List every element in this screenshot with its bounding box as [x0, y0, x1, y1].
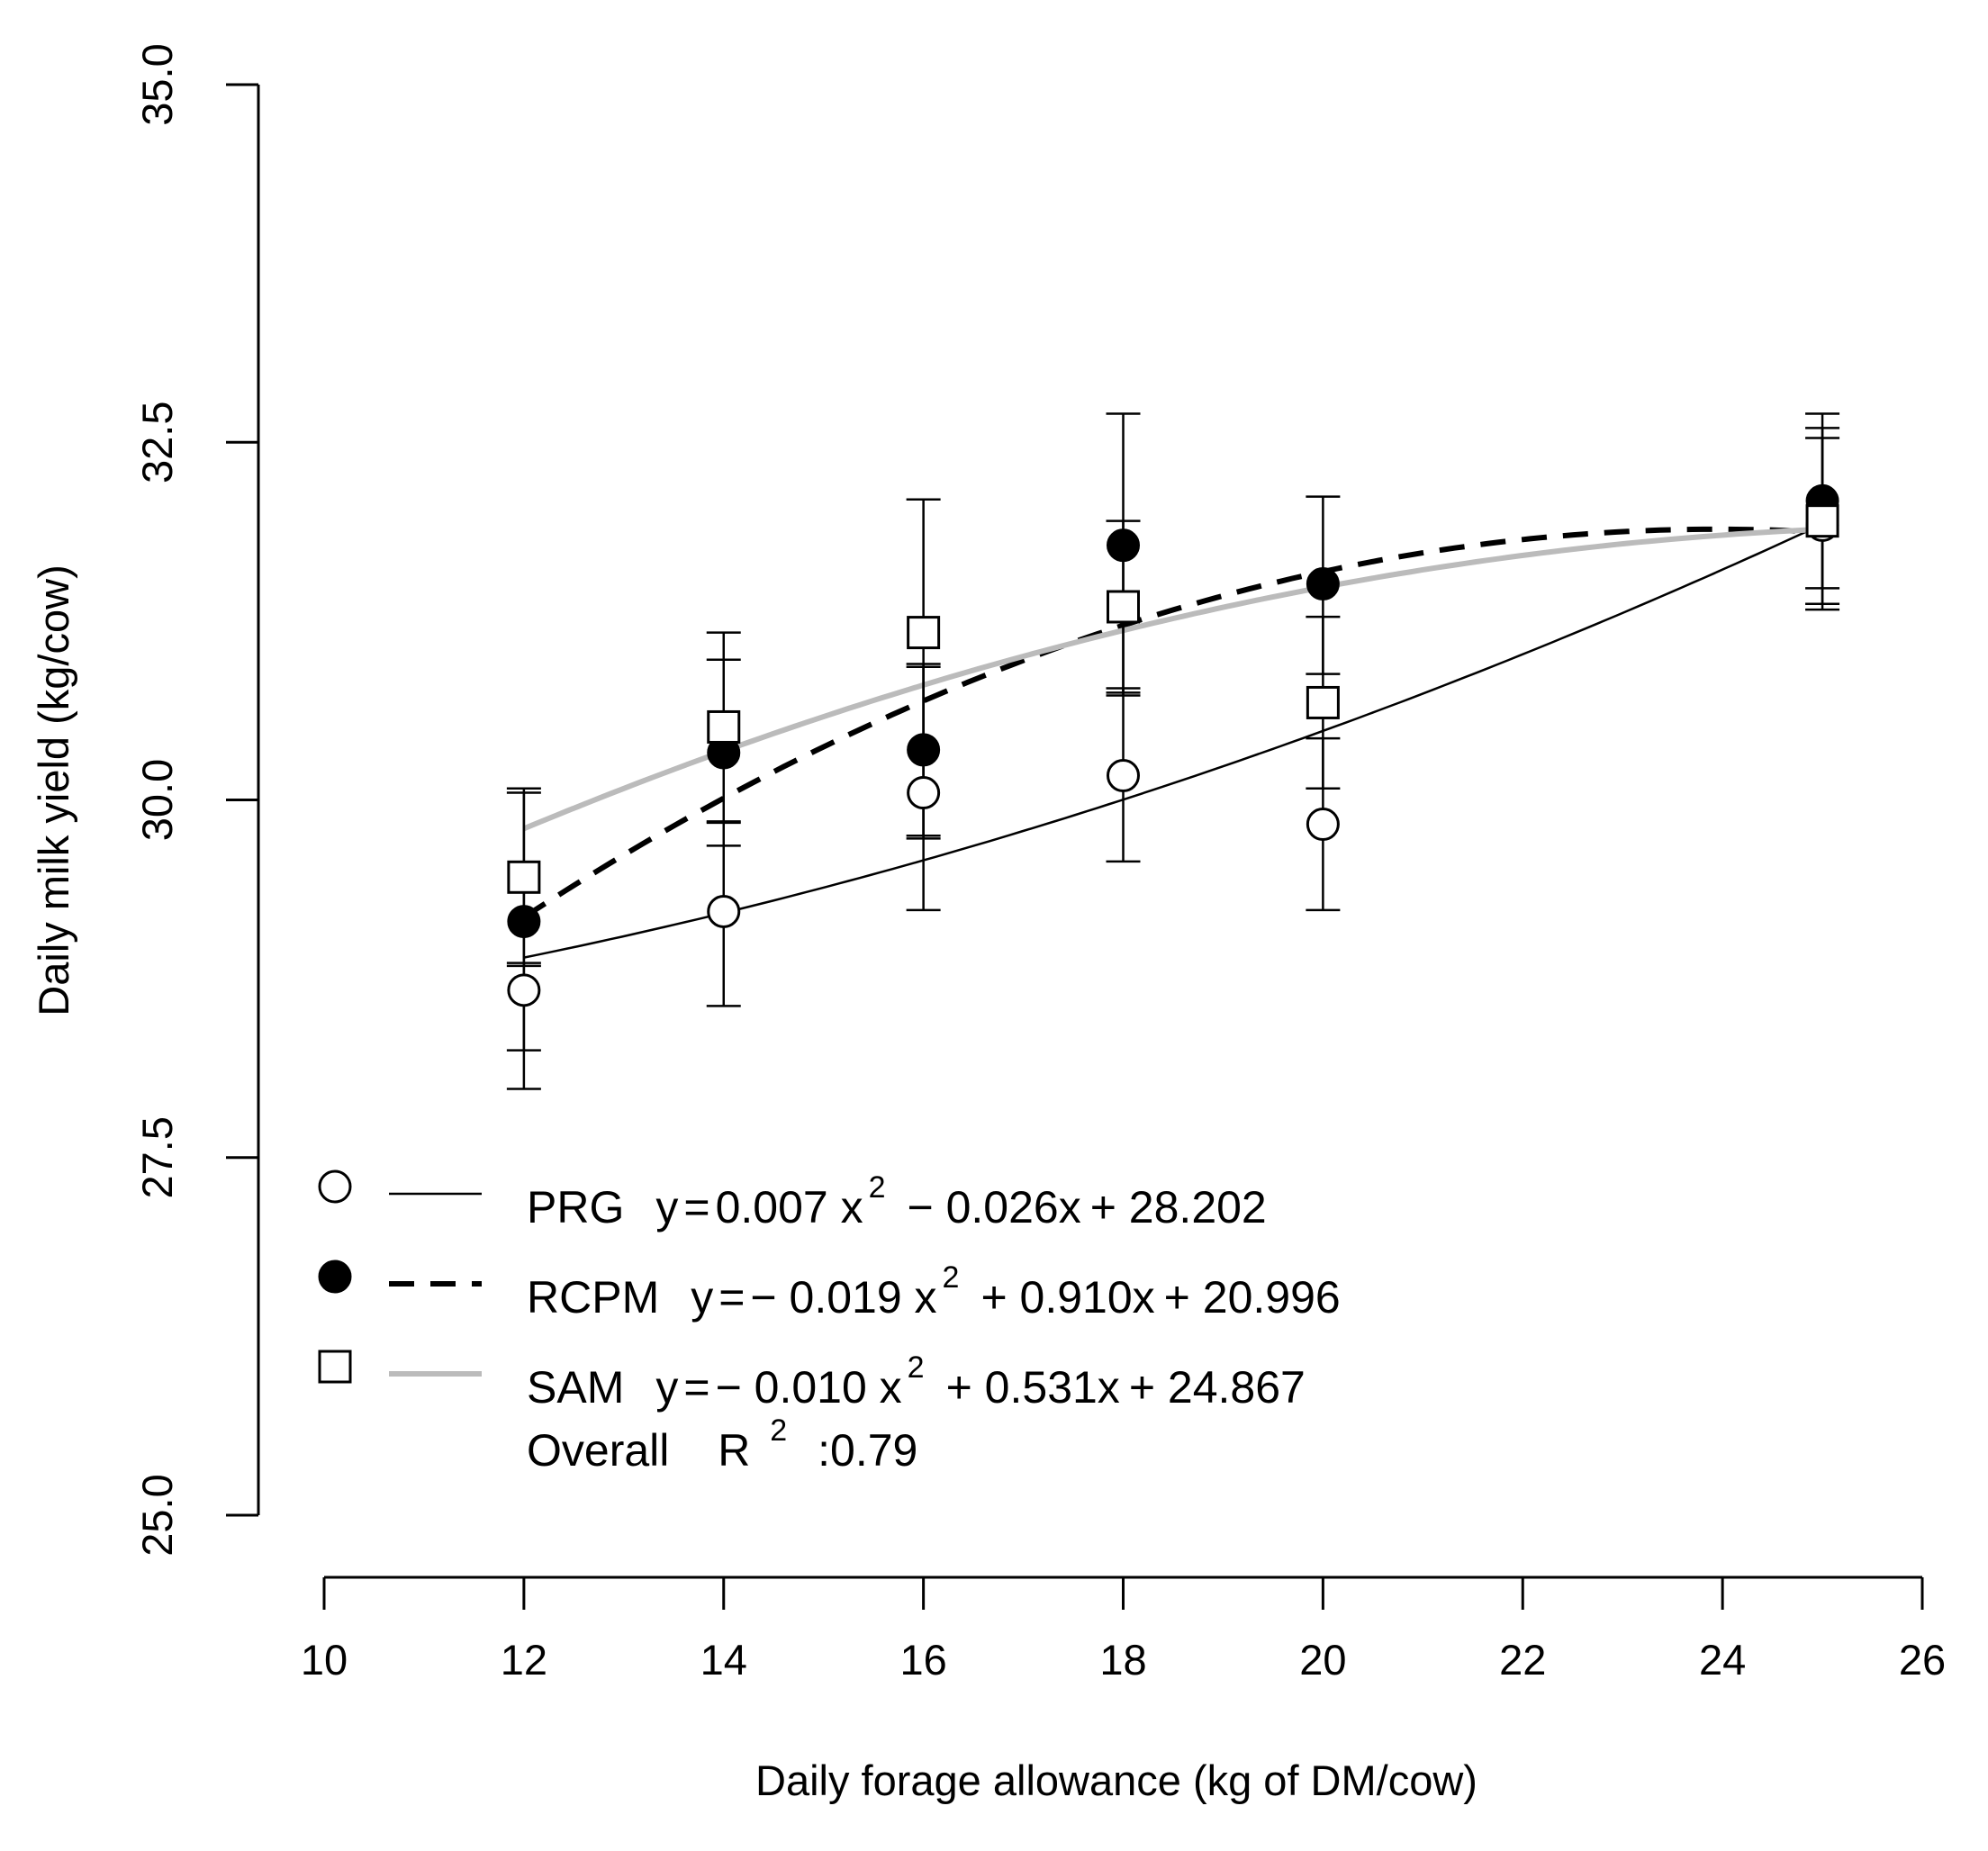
- x-tick-label: 18: [1099, 1636, 1146, 1684]
- x-tick-label: 12: [501, 1636, 547, 1684]
- point-sam: [1306, 685, 1340, 719]
- legend-overall: Overall R 2 :0.79: [527, 1400, 917, 1476]
- equation-term2: + 0.531x: [946, 1362, 1120, 1413]
- equation-equals: =: [683, 1362, 709, 1413]
- y-tick-label: 35.0: [133, 43, 181, 125]
- y-axis-title: Daily milk yield (kg/cow): [30, 564, 77, 1016]
- point-sam: [707, 709, 741, 744]
- point-sam: [907, 616, 941, 650]
- equation-term2: − 0.026x: [908, 1182, 1081, 1232]
- legend-marker-sam: [318, 1350, 352, 1384]
- equation-lhs: y: [655, 1182, 678, 1232]
- point-prg: [707, 894, 741, 928]
- equation-lhs: y: [655, 1362, 678, 1413]
- data-points: [507, 483, 1839, 1007]
- x-tick-label: 16: [899, 1636, 946, 1684]
- overall-r: R: [718, 1425, 750, 1476]
- legend-label-rcpm: RCPM y = − 0.019 x 2 + 0.910x + 20.996: [527, 1260, 1341, 1323]
- x-tick-label: 20: [1299, 1636, 1346, 1684]
- fit-curves: [522, 523, 1823, 959]
- equation-term1: − 0.010 x: [716, 1362, 902, 1413]
- y-tick-label: 25.0: [133, 1474, 181, 1556]
- overall-r-exponent: 2: [770, 1413, 787, 1448]
- overall-label: Overall: [527, 1425, 669, 1476]
- y-ticks: 25.0 27.5 30.0 32.5 35.0: [133, 43, 258, 1557]
- y-tick-label: 30.0: [133, 759, 181, 841]
- legend-marker-rcpm: [318, 1260, 352, 1294]
- fit-curve-rcpm: [522, 526, 1823, 920]
- y-tick-label: 27.5: [133, 1116, 181, 1198]
- x-tick-label: 14: [700, 1636, 747, 1684]
- point-prg: [1107, 758, 1140, 792]
- legend-marker-prg: [318, 1169, 352, 1204]
- equation-exponent: 2: [943, 1260, 960, 1295]
- legend-series-name: PRG: [527, 1182, 624, 1232]
- equation-term2: + 0.910x: [980, 1272, 1154, 1323]
- point-sam: [1107, 590, 1140, 624]
- x-axis-title: Daily forage allowance (kg of DM/cow): [755, 1756, 1477, 1804]
- point-sam: [507, 860, 541, 894]
- equation-lhs: y: [691, 1272, 713, 1323]
- point-prg: [1306, 808, 1340, 842]
- point-rcpm: [1306, 567, 1340, 601]
- equation-exponent: 2: [869, 1170, 886, 1205]
- point-rcpm: [907, 733, 941, 767]
- x-tick-label: 24: [1699, 1636, 1746, 1684]
- point-prg: [507, 973, 541, 1007]
- fit-curve-prg: [523, 523, 1823, 959]
- equation-term3: + 20.996: [1164, 1272, 1341, 1323]
- x-tick-label: 26: [1899, 1636, 1946, 1684]
- equation-equals: =: [718, 1272, 745, 1323]
- legend-label-sam: SAM y = − 0.010 x 2 + 0.531x + 24.867: [527, 1350, 1306, 1413]
- x-tick-label: 10: [301, 1636, 348, 1684]
- x-ticks: 10 12 14 16 18 20 22 24 26: [301, 1577, 1946, 1684]
- equation-equals: =: [683, 1182, 709, 1232]
- equation-term1: − 0.019 x: [750, 1272, 936, 1323]
- point-sam: [1805, 504, 1839, 538]
- point-prg: [907, 776, 941, 810]
- legend-label-prg: PRG y = 0.007 x 2 − 0.026x + 28.202: [527, 1170, 1267, 1232]
- point-rcpm: [507, 905, 541, 939]
- equation-exponent: 2: [908, 1350, 925, 1385]
- equation-term3: + 28.202: [1090, 1182, 1267, 1232]
- legend-series-name: RCPM: [527, 1272, 659, 1323]
- point-rcpm: [1107, 528, 1140, 563]
- legend-series-name: SAM: [527, 1362, 624, 1413]
- fit-curve-sam: [522, 526, 1823, 832]
- y-tick-label: 32.5: [133, 402, 181, 483]
- equation-term1: 0.007 x: [716, 1182, 863, 1232]
- x-tick-label: 22: [1499, 1636, 1546, 1684]
- axes: 25.027.530.032.535.0 10 12 14 16 18 20 22 24 26 …: [30, 43, 1946, 1804]
- overall-r2-value: :0.79: [818, 1425, 917, 1476]
- equation-term3: + 24.867: [1129, 1362, 1306, 1413]
- error-bars: [506, 412, 1840, 1090]
